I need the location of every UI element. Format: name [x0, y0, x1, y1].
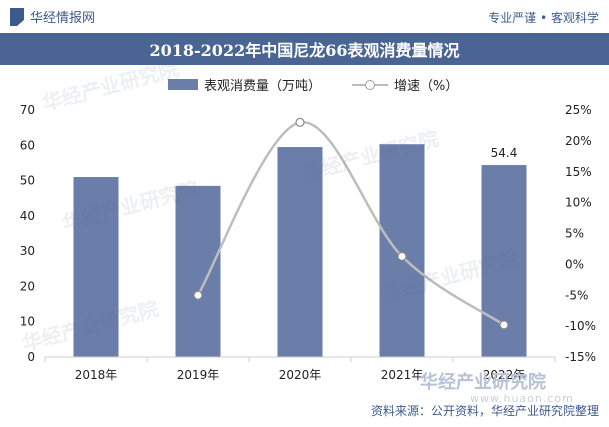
- growth-point: [193, 290, 203, 300]
- x-tick-label: 2018年: [75, 368, 118, 382]
- corner-watermark: 华经产业研究院: [420, 368, 546, 394]
- y-left-tick-label: 70: [20, 103, 35, 117]
- brand-name: 华经情报网: [30, 11, 96, 26]
- y-right-tick-label: 20%: [565, 134, 592, 148]
- chart-plot: 0 10 20 30 40 50 60 70 -15% -10% -5% 0% 5% 10% 15% 20% 2…: [20, 103, 596, 382]
- growth-line: [196, 121, 505, 326]
- y-left-tick-label: 30: [20, 244, 35, 258]
- x-tick-label: 2021年: [381, 368, 424, 382]
- legend-label-consumption: 表观消费量（万吨）: [204, 79, 322, 94]
- bar-2018年: [73, 177, 119, 357]
- y-right-tick-label: 0%: [565, 257, 584, 271]
- y-right-tick-label: 25%: [565, 103, 592, 117]
- brand: 华经情报网: [10, 7, 95, 26]
- title-bar: 2018-2022年中国尼龙66表观消费量情况: [0, 33, 609, 65]
- x-tick-label: 2022年: [483, 368, 526, 382]
- y-left-tick-label: 20: [20, 279, 35, 293]
- bar-2020年: [277, 147, 323, 357]
- bar-data-label: 54.4: [491, 146, 518, 160]
- y-right-tick-label: 15%: [565, 165, 592, 179]
- chart-legend: 表观消费量（万吨） 增速（%）: [0, 75, 609, 95]
- growth-point: [295, 117, 305, 127]
- brand-logo-icon: [10, 7, 24, 26]
- source-note: 资料来源：公开资料，华经产业研究院整理: [370, 404, 599, 418]
- corner-watermark-url: www.huaon.com: [470, 392, 574, 405]
- x-tick-label: 2020年: [279, 368, 322, 382]
- y-right-tick-label: -15%: [565, 350, 596, 364]
- legend-line-marker: [352, 78, 388, 92]
- y-left-tick-label: 50: [20, 174, 35, 188]
- corner-watermark-text: 华经产业研究院: [420, 372, 546, 393]
- y-right-tick-label: -5%: [565, 288, 588, 302]
- x-tick-label: 2019年: [177, 368, 220, 382]
- y-left-tick-label: 40: [20, 209, 35, 223]
- legend-item-consumption: 表观消费量（万吨）: [168, 75, 321, 94]
- chart-title: 2018-2022年中国尼龙66表观消费量情况: [149, 41, 460, 60]
- y-left-tick-label: 60: [20, 138, 35, 152]
- y-right-tick-label: -10%: [565, 319, 596, 333]
- growth-point: [397, 251, 407, 261]
- legend-bar-swatch: [168, 79, 198, 90]
- bar-2021年: [379, 144, 425, 357]
- bar-2019年: [175, 185, 221, 357]
- y-left-tick-label: 10: [20, 315, 35, 329]
- slogan: 专业严谨 • 客观科学: [488, 11, 599, 25]
- y-left-tick-label: 0: [27, 350, 35, 364]
- y-right-tick-label: 10%: [565, 196, 592, 210]
- legend-item-growth: 增速（%）: [352, 75, 458, 94]
- growth-point: [499, 320, 509, 330]
- legend-label-growth: 增速（%）: [394, 79, 459, 94]
- y-right-tick-label: 5%: [565, 227, 584, 241]
- top-bar: 华经情报网 专业严谨 • 客观科学: [0, 0, 609, 32]
